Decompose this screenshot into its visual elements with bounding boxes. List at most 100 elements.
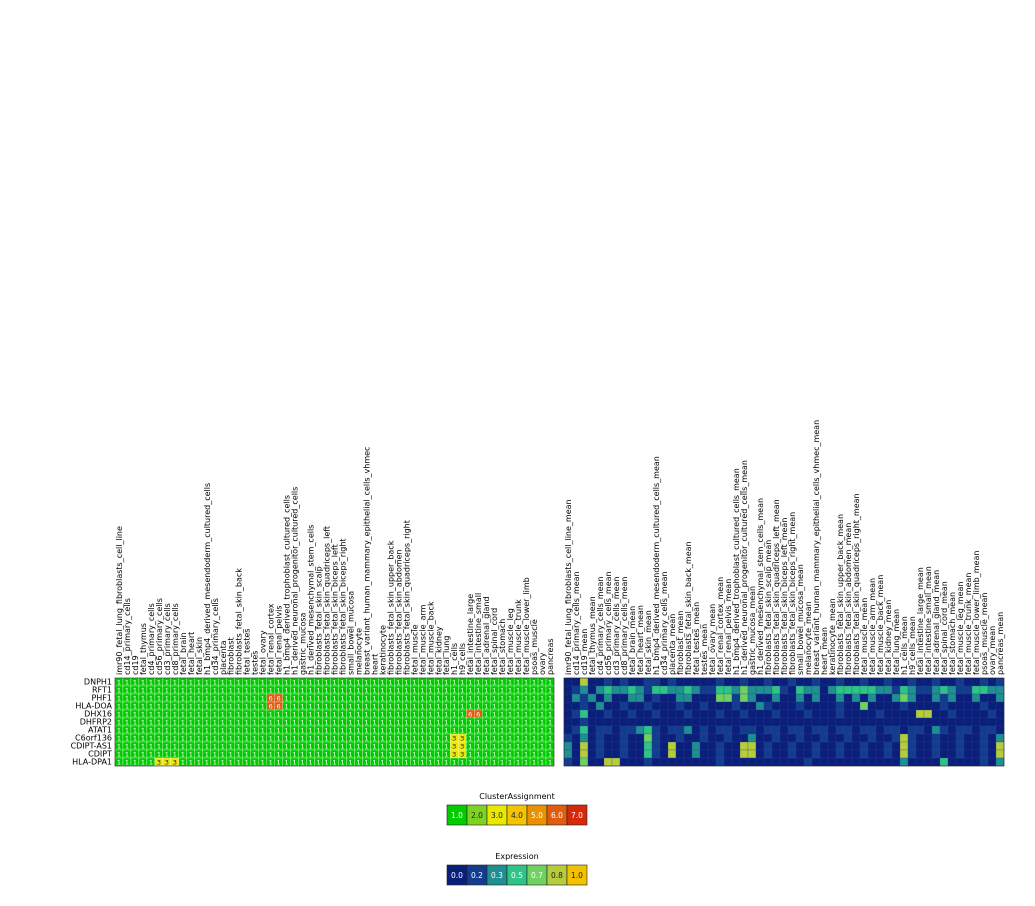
expression-cell <box>987 749 997 759</box>
cluster-col-label: fetal_ovary <box>259 630 268 675</box>
expression-cell <box>787 733 797 743</box>
cluster-col-label: h1_derived_mesenchymal_stem_cells <box>307 525 316 675</box>
cluster-cell-label: 1 <box>213 718 217 726</box>
expression-cell <box>955 677 965 687</box>
cluster-cell-label: 1 <box>348 710 352 718</box>
expression-cell <box>755 701 765 711</box>
cluster-cell-label: 1 <box>245 694 249 702</box>
expression-col-label: cd34_primary_cells_mean <box>660 571 669 675</box>
expression-cell <box>787 693 797 703</box>
cluster-cell-label: 1 <box>324 758 328 766</box>
cluster-col-label: cd8_primary_cells <box>171 603 180 675</box>
cluster-cell-label: 1 <box>364 686 368 694</box>
cluster-cell-label: 1 <box>221 718 225 726</box>
expression-cell <box>739 677 749 687</box>
cluster-cell-label: 1 <box>468 678 472 686</box>
cluster-cell-label: 1 <box>500 678 504 686</box>
expression-cell <box>851 757 861 767</box>
cluster-cell-label: 1 <box>508 686 512 694</box>
cluster-cell-label: 1 <box>540 686 544 694</box>
cluster-cell-label: 1 <box>237 702 241 710</box>
cluster-cell-label: 1 <box>516 702 520 710</box>
expression-cell <box>739 741 749 751</box>
cluster-cell-label: 1 <box>436 750 440 758</box>
expression-cell <box>667 717 677 727</box>
expression-cell <box>979 725 989 735</box>
cluster-cell-label: 1 <box>269 758 273 766</box>
expression-cell <box>811 725 821 735</box>
expression-cell <box>811 701 821 711</box>
expression-cell <box>963 709 973 719</box>
cluster-cell-label: 1 <box>269 750 273 758</box>
cluster-cell-label: 1 <box>396 750 400 758</box>
cluster-col-label: breast_variant_human_mammary_epithelial_… <box>362 447 371 675</box>
expression-cell <box>771 749 781 759</box>
expression-cell <box>819 749 829 759</box>
cluster-cell-label: 1 <box>125 734 129 742</box>
expression-cell <box>803 701 813 711</box>
expression-cell <box>707 717 717 727</box>
cluster-cell-label: 1 <box>444 694 448 702</box>
cluster-cell-label: 1 <box>189 742 193 750</box>
expression-cell <box>707 741 717 751</box>
cluster-cell-label: 1 <box>420 750 424 758</box>
expression-cell <box>931 749 941 759</box>
cluster-cell-label: 1 <box>420 718 424 726</box>
cluster-cell-label: 1 <box>324 750 328 758</box>
cluster-cell-label: 1 <box>157 742 161 750</box>
cluster-cell-label: 1 <box>173 742 177 750</box>
cluster-cell-label: 1 <box>269 742 273 750</box>
cluster-cell-label: 1 <box>492 694 496 702</box>
cluster-cell-label: 1 <box>412 686 416 694</box>
expression-cell <box>579 685 589 695</box>
expression-col-label: fetal_brain_mean <box>628 606 637 675</box>
expression-cell <box>915 709 925 719</box>
expression-cell <box>939 741 949 751</box>
expression-cell <box>827 717 837 727</box>
cluster-cell-label: 1 <box>468 734 472 742</box>
expression-cell <box>571 717 581 727</box>
cluster-legend-label: 2.0 <box>471 811 483 820</box>
cluster-cell-label: 1 <box>404 742 408 750</box>
cluster-cell-label: 1 <box>165 734 169 742</box>
expression-cell <box>755 725 765 735</box>
cluster-cell-label: 1 <box>548 758 552 766</box>
expression-cell <box>651 717 661 727</box>
expression-cell <box>819 685 829 695</box>
cluster-cell-label: 1 <box>380 742 384 750</box>
cluster-cell-label: 1 <box>213 750 217 758</box>
cluster-cell-label: 1 <box>364 678 368 686</box>
expression-col-label: breast_variant_human_mammary_epithelial_… <box>812 420 821 675</box>
expression-cell <box>635 709 645 719</box>
cluster-cell-label: 1 <box>348 686 352 694</box>
cluster-cell-label: 1 <box>444 686 448 694</box>
expression-cell <box>739 685 749 695</box>
cluster-legend-label: 5.0 <box>531 811 543 820</box>
expression-cell <box>843 733 853 743</box>
expression-cell <box>963 749 973 759</box>
expression-cell <box>971 717 981 727</box>
cluster-cell-label: 1 <box>340 702 344 710</box>
cluster-cell-label: 1 <box>229 742 233 750</box>
cluster-cell-label: 1 <box>364 742 368 750</box>
expression-cell <box>795 725 805 735</box>
expression-cell <box>683 749 693 759</box>
expression-cell <box>883 717 893 727</box>
expression-cell <box>667 709 677 719</box>
expression-cell <box>579 733 589 743</box>
expression-cell <box>883 725 893 735</box>
cluster-cell-label: 1 <box>117 718 121 726</box>
expression-cell <box>691 693 701 703</box>
cluster-cell-label: 1 <box>540 694 544 702</box>
cluster-col-label: fetal_adrenal_gland <box>482 596 491 675</box>
cluster-col-label: fetal_muscle_arm <box>418 604 427 675</box>
expression-cell <box>795 709 805 719</box>
expression-cell <box>699 757 709 767</box>
cluster-cell-label: 1 <box>372 718 376 726</box>
expression-col-label: fetal_muscle_arm_mean <box>868 578 877 675</box>
cluster-cell-label: 1 <box>293 718 297 726</box>
expression-cell <box>795 733 805 743</box>
cluster-cell-label: 1 <box>293 686 297 694</box>
cluster-col-label: fetal_renal_pelvis <box>275 605 284 675</box>
expression-cell <box>947 709 957 719</box>
